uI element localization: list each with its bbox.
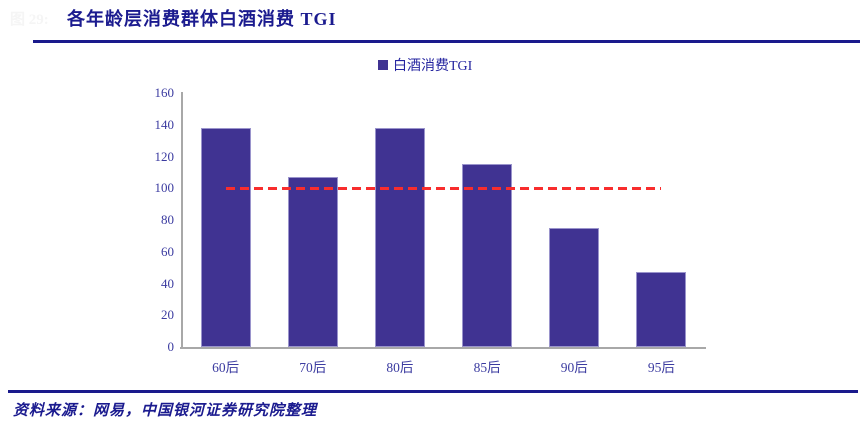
x-tick-label: 95后 <box>647 360 675 375</box>
source-note: 资料来源：网易，中国银河证券研究院整理 <box>13 403 318 419</box>
bar-80后 <box>374 127 425 347</box>
bar-85后 <box>462 164 513 347</box>
x-tick-label: 90后 <box>560 360 588 375</box>
y-tick-label: 140 <box>154 116 175 132</box>
y-tick-label: 40 <box>161 275 174 291</box>
bar-60后 <box>200 127 251 347</box>
figure-number: 图 29: <box>10 12 49 28</box>
y-tick-label: 80 <box>161 212 174 227</box>
y-tick-label: 0 <box>167 339 175 354</box>
legend: 白酒消费TGI <box>378 55 472 75</box>
y-tick-label: 120 <box>154 148 175 164</box>
x-tick-label: 85后 <box>473 360 501 375</box>
chart-title: 各年龄层消费群体白酒消费 TGI <box>67 9 337 29</box>
legend-label: 白酒消费TGI <box>393 59 473 74</box>
legend-swatch-icon <box>378 60 388 70</box>
bar-95后 <box>636 272 687 347</box>
y-axis-line <box>181 92 183 348</box>
bar-70后 <box>287 177 338 347</box>
y-tick-label: 60 <box>161 243 174 259</box>
reference-line <box>225 186 662 190</box>
x-axis-line <box>180 347 706 349</box>
plot-area <box>182 93 705 347</box>
title-divider <box>33 40 860 43</box>
footer-divider <box>8 390 858 393</box>
bar-90后 <box>549 227 600 347</box>
y-tick-label: 160 <box>154 85 175 100</box>
y-tick-label: 100 <box>154 180 175 196</box>
y-tick-label: 20 <box>161 307 174 323</box>
x-tick-label: 70后 <box>299 360 327 375</box>
x-tick-label: 60后 <box>212 360 240 375</box>
x-tick-label: 80后 <box>386 360 414 375</box>
